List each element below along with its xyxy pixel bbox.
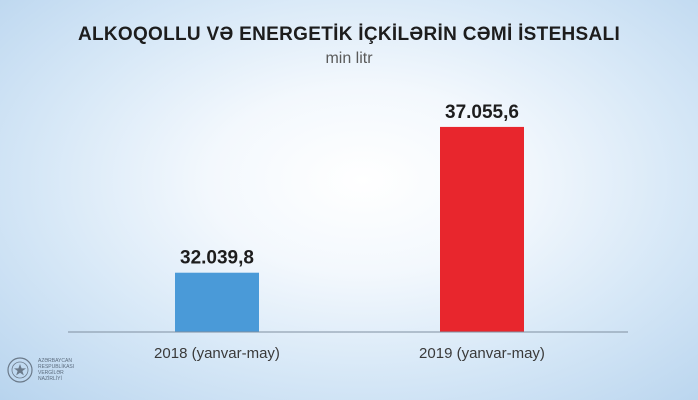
chart-subtitle: min litr: [325, 50, 373, 67]
chart-title: ALKOQOLLU VƏ ENERGETİK İÇKİLƏRİN CƏMİ İS…: [77, 24, 621, 45]
data-label-2: 37.055,6: [445, 102, 519, 123]
x-tick-label-1: 2018 (yanvar-may): [154, 345, 280, 362]
emblem-icon: [7, 357, 33, 383]
bar-1: [175, 272, 259, 332]
x-tick-label-2: 2019 (yanvar-may): [419, 345, 545, 362]
logo-text: AZƏRBAYCAN RESPUBLİKASI VERGİLƏR NAZİRLİ…: [38, 358, 75, 382]
ministry-logo: AZƏRBAYCAN RESPUBLİKASI VERGİLƏR NAZİRLİ…: [6, 356, 76, 384]
bar-2: [440, 126, 524, 332]
data-label-1: 32.039,8: [180, 248, 254, 269]
